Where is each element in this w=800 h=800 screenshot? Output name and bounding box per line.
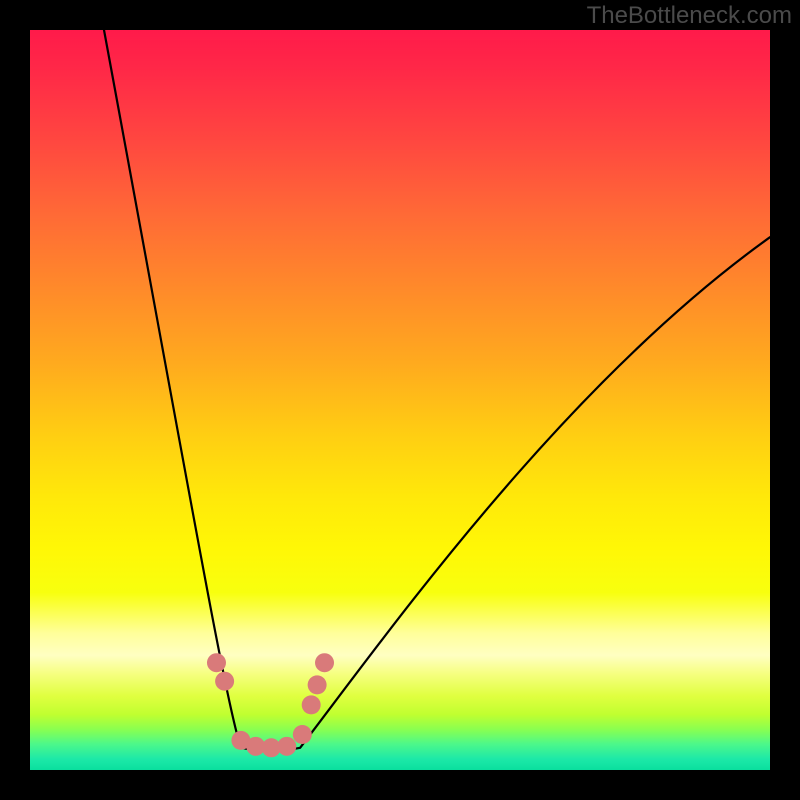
bottleneck-chart — [0, 0, 800, 800]
chart-background — [30, 30, 770, 770]
highlight-dot — [215, 672, 234, 691]
highlight-dot — [308, 675, 327, 694]
highlight-dot — [293, 725, 312, 744]
highlight-dot — [277, 737, 296, 756]
highlight-dot — [302, 695, 321, 714]
watermark-text: TheBottleneck.com — [587, 2, 792, 30]
highlight-dot — [315, 653, 334, 672]
highlight-dot — [207, 653, 226, 672]
